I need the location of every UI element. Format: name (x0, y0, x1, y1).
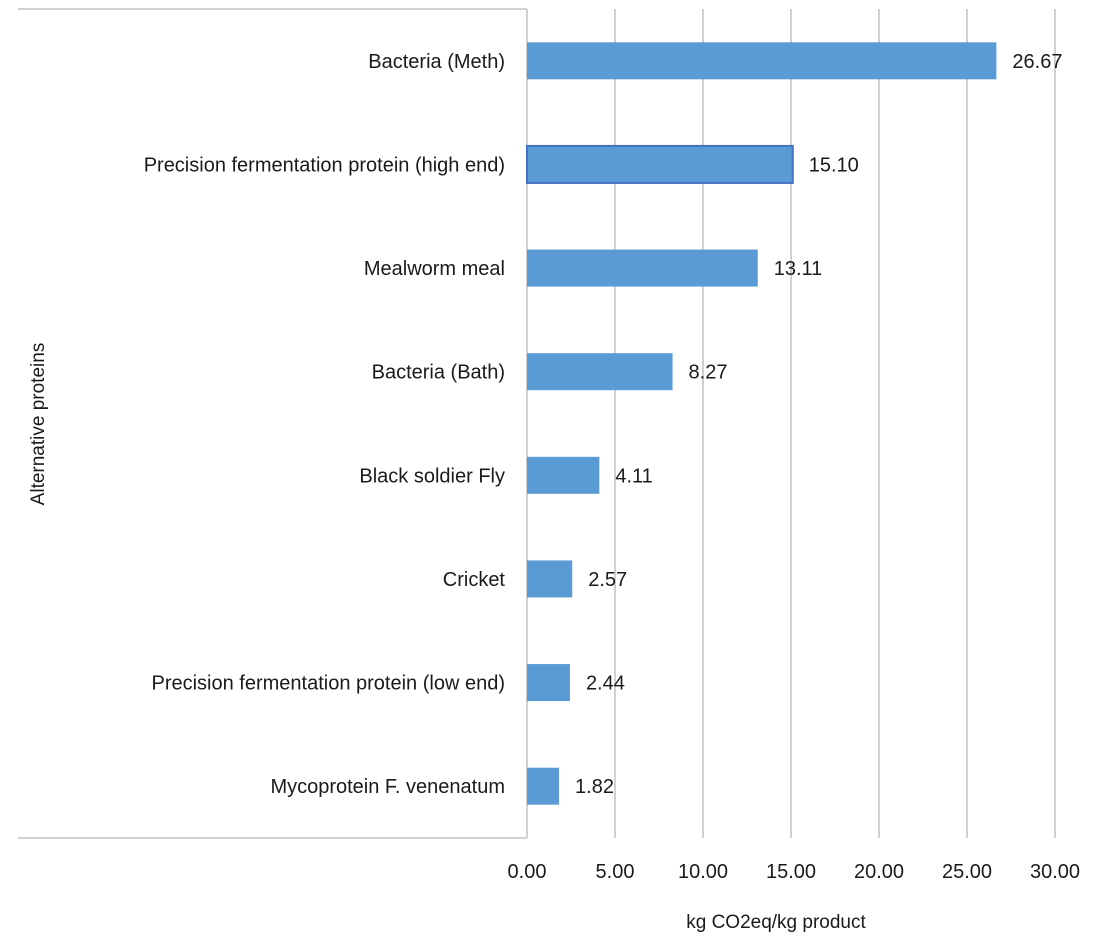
x-tick-label: 20.00 (854, 861, 904, 883)
bar (527, 249, 758, 287)
labels: 0.00 5.00 10.00 15.00 20.00 25.00 30.00 Bacteri… (144, 51, 1080, 883)
value-label: 15.10 (809, 154, 859, 176)
bar (527, 42, 997, 80)
x-tick-label: 0.00 (508, 861, 547, 883)
category-label: Mycoprotein F. venenatum (270, 776, 505, 798)
value-label: 2.44 (586, 673, 625, 695)
bar (527, 456, 600, 494)
x-axis-title: kg CO2eq/kg product (686, 912, 866, 933)
x-tick-label: 25.00 (942, 861, 992, 883)
bar (527, 664, 570, 702)
value-label: 2.57 (588, 569, 627, 591)
y-axis-title: Alternative proteins (28, 343, 49, 506)
x-tick-label: 10.00 (678, 861, 728, 883)
value-label: 1.82 (575, 776, 614, 798)
category-label: Black soldier Fly (359, 465, 505, 487)
x-tick-label: 30.00 (1030, 861, 1080, 883)
value-label: 26.67 (1012, 51, 1062, 73)
category-label: Precision fermentation protein (low end) (151, 673, 505, 695)
category-label: Bacteria (Meth) (368, 51, 505, 73)
bar (527, 353, 673, 391)
bar (526, 144, 794, 184)
bar (527, 767, 560, 805)
category-label: Mealworm meal (364, 258, 505, 280)
gridlines (614, 9, 1056, 838)
x-tick-label: 5.00 (596, 861, 635, 883)
bar (527, 560, 573, 598)
category-label: Precision fermentation protein (high end… (144, 154, 505, 176)
category-label: Cricket (443, 569, 506, 591)
category-label: Bacteria (Bath) (372, 362, 505, 384)
axes (18, 8, 528, 839)
value-label: 13.11 (774, 258, 823, 280)
bars (526, 42, 997, 805)
value-label: 8.27 (689, 362, 728, 384)
value-label: 4.11 (615, 465, 652, 487)
x-tick-label: 15.00 (766, 861, 816, 883)
